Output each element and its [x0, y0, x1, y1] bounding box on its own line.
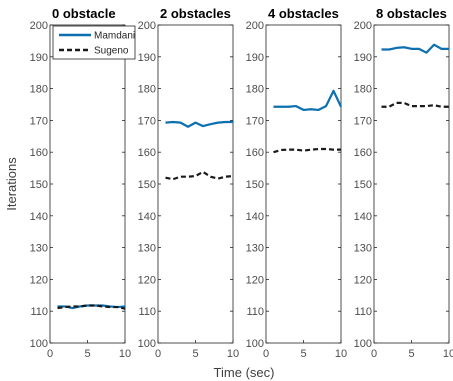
y-tick-label: 180 [30, 84, 48, 96]
panel-2: 100 110 120 130 140 150 160 170 180 190 200 0 5 10 2 o… [138, 6, 239, 360]
x-tick-label: 5 [300, 348, 306, 360]
x-tick-label: 10 [119, 348, 131, 360]
axis-box [157, 24, 234, 344]
panel-title: 0 obstacle [52, 6, 116, 21]
y-tick-label: 190 [246, 52, 264, 64]
x-tick-label: 5 [84, 348, 90, 360]
y-tick-label: 200 [354, 20, 372, 32]
x-tick-label: 5 [192, 348, 198, 360]
series-line-sugeno [165, 170, 234, 181]
y-tick-label: 140 [354, 211, 372, 223]
y-tick-label: 190 [354, 52, 372, 64]
y-tick-label: 160 [354, 147, 372, 159]
y-tick-label: 100 [246, 338, 264, 350]
axis-box [373, 24, 450, 344]
y-tick-label: 190 [138, 52, 156, 64]
y-tick-label: 120 [246, 274, 264, 286]
y-tick-label: 130 [138, 243, 156, 255]
y-tick-label: 130 [30, 243, 48, 255]
series-line-sugeno [381, 101, 449, 108]
y-tick-label: 170 [246, 115, 264, 127]
y-tick-label: 190 [30, 52, 48, 64]
axis-box [49, 24, 126, 344]
x-tick-label: 0 [263, 348, 269, 360]
y-tick-label: 130 [354, 243, 372, 255]
x-tick-label: 10 [443, 348, 453, 360]
y-tick-label: 150 [246, 179, 264, 191]
series-line-mamdani [165, 120, 233, 128]
y-tick-label: 170 [354, 115, 372, 127]
panel-3: 100 110 120 130 140 150 160 170 180 190 200 0 5 10 4 o… [246, 6, 347, 360]
legend-label-sugeno: Sugeno [94, 46, 129, 57]
y-tick-label: 200 [138, 20, 156, 32]
y-tick-label: 160 [138, 147, 156, 159]
y-tick-label: 110 [354, 306, 372, 318]
axis-box [265, 24, 342, 344]
panel-1: 100 110 120 130 140 150 160 170 180 190 200 0 5 10 0 o… [30, 6, 131, 360]
y-tick-label: 200 [30, 20, 48, 32]
panel-title: 4 obstacles [268, 6, 339, 21]
y-tick-label: 100 [138, 338, 156, 350]
series-line-mamdani [381, 43, 449, 54]
y-tick-label: 100 [354, 338, 372, 350]
y-tick-label: 200 [246, 20, 264, 32]
series-line-mamdani [273, 89, 342, 112]
y-tick-label: 120 [30, 274, 48, 286]
y-tick-label: 180 [138, 84, 156, 96]
x-tick-label: 10 [227, 348, 239, 360]
y-tick-label: 170 [138, 115, 156, 127]
panel-4: 100 110 120 130 140 150 160 170 180 190 200 0 5 10 8 o… [354, 6, 453, 360]
x-tick-label: 0 [155, 348, 161, 360]
y-tick-label: 160 [30, 147, 48, 159]
y-tick-label: 160 [246, 147, 264, 159]
x-tick-label: 10 [335, 348, 347, 360]
panel-title: 8 obstacles [376, 6, 447, 21]
x-tick-label: 0 [47, 348, 53, 360]
y-tick-label: 110 [30, 306, 48, 318]
y-tick-label: 170 [30, 115, 48, 127]
y-tick-label: 130 [246, 243, 264, 255]
y-axis-label: Iterations [4, 157, 19, 211]
y-tick-label: 100 [30, 338, 48, 350]
panel-title: 2 obstacles [160, 6, 231, 21]
y-tick-label: 140 [30, 211, 48, 223]
y-tick-label: 150 [30, 179, 48, 191]
y-tick-label: 180 [246, 84, 264, 96]
y-tick-label: 140 [246, 211, 264, 223]
x-tick-label: 5 [408, 348, 414, 360]
y-tick-label: 120 [138, 274, 156, 286]
y-tick-label: 150 [138, 179, 156, 191]
y-tick-label: 110 [246, 306, 264, 318]
legend-label-mamdani: Mamdani [94, 31, 135, 42]
series-line-sugeno [273, 147, 341, 154]
y-tick-label: 180 [354, 84, 372, 96]
y-tick-label: 140 [138, 211, 156, 223]
x-tick-label: 0 [371, 348, 377, 360]
y-tick-label: 110 [138, 306, 156, 318]
y-tick-label: 120 [354, 274, 372, 286]
series-line-sugeno [57, 304, 126, 310]
legend-box [52, 25, 136, 60]
x-axis-label: Time (sec) [214, 365, 275, 380]
legend: Mamdani Sugeno [52, 25, 136, 60]
y-tick-label: 150 [354, 179, 372, 191]
